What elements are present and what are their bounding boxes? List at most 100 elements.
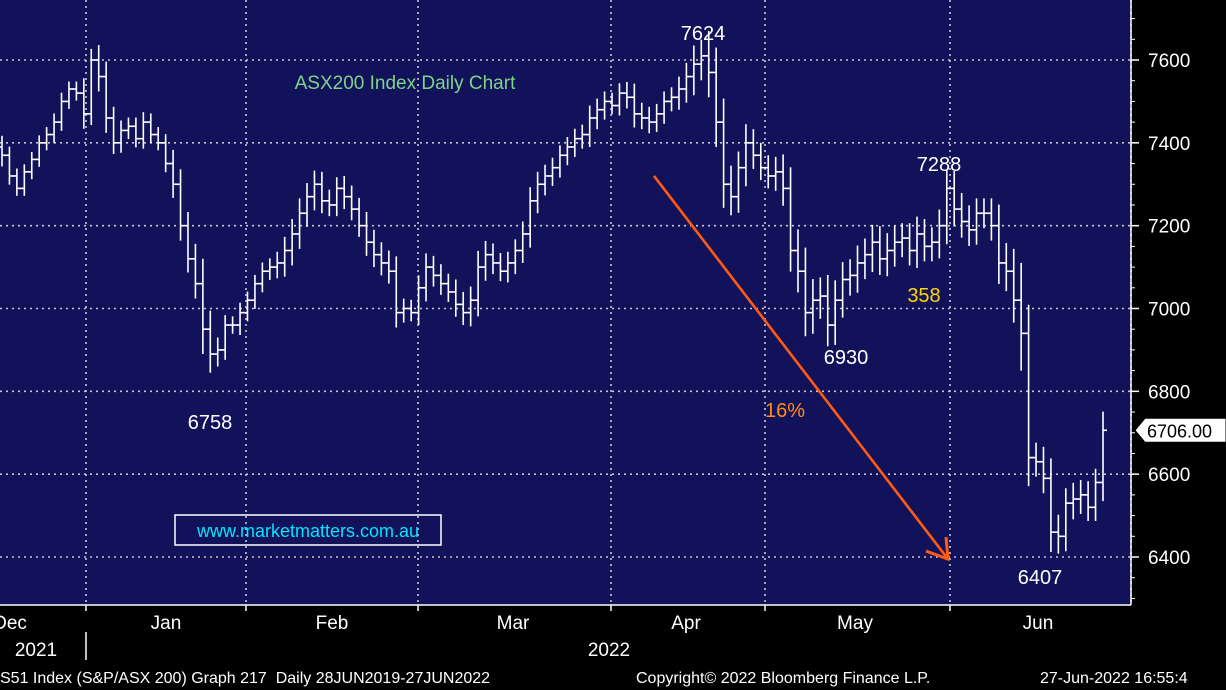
price-bar <box>846 259 855 296</box>
price-bar <box>392 256 401 328</box>
price-bar <box>1054 514 1063 554</box>
price-bar <box>35 135 44 167</box>
price-bar <box>950 170 959 227</box>
price-bar <box>42 127 51 151</box>
price-bar <box>697 39 706 81</box>
price-bar <box>689 45 698 96</box>
price-bar <box>957 192 966 238</box>
price-bar <box>816 277 825 319</box>
price-bar <box>719 98 728 208</box>
price-bars <box>0 31 1107 554</box>
price-bar <box>481 240 490 281</box>
price-bar <box>429 255 438 287</box>
footer-copyright: Copyright© 2022 Bloomberg Finance L.P. <box>636 670 930 687</box>
price-bar <box>860 238 869 280</box>
y-tick-label: 6600 <box>1148 465 1190 486</box>
price-bar <box>622 81 631 109</box>
x-month-label: Dec <box>0 613 27 634</box>
price-bar <box>176 169 185 241</box>
price-bar <box>1032 442 1041 477</box>
price-bar <box>831 280 840 345</box>
price-bar <box>756 142 765 181</box>
price-bar <box>630 83 639 128</box>
price-bar <box>407 299 416 322</box>
price-bar <box>27 151 36 180</box>
footer-index: S51 Index (S&P/ASX 200) Graph 217 Daily … <box>0 670 490 687</box>
price-bar <box>712 47 721 147</box>
price-bar <box>526 187 535 248</box>
annotation-label: 6930 <box>824 347 869 369</box>
price-bar <box>1099 411 1107 502</box>
price-bar <box>533 171 542 214</box>
price-bar <box>0 135 6 167</box>
price-bar <box>496 253 505 282</box>
y-tick-label: 7400 <box>1148 134 1190 155</box>
x-year-label: 2022 <box>588 640 630 661</box>
price-bar <box>87 48 96 126</box>
price-bar <box>280 236 289 277</box>
annotation-label: 16% <box>765 400 805 422</box>
price-bar <box>578 124 587 149</box>
price-bar <box>317 171 326 214</box>
price-bar <box>422 253 431 302</box>
price-bar <box>1084 481 1093 521</box>
x-month-label: Mar <box>497 613 530 634</box>
price-bar <box>250 274 259 309</box>
price-bar <box>808 279 817 334</box>
price-bar <box>682 62 691 103</box>
y-tick-label: 6800 <box>1148 382 1190 403</box>
price-bar <box>660 91 669 124</box>
price-bar <box>734 151 743 213</box>
price-bar <box>414 275 423 326</box>
price-bar <box>913 216 922 268</box>
price-bar <box>883 233 892 277</box>
price-bar <box>779 154 788 206</box>
price-bar <box>332 177 341 217</box>
price-bar <box>146 113 155 144</box>
price-bar <box>12 168 21 196</box>
price-bar <box>347 185 356 221</box>
price-bar <box>764 155 773 189</box>
price-bar <box>340 175 349 210</box>
annotation-label: 7288 <box>917 154 962 176</box>
price-bar <box>1091 468 1100 521</box>
price-bar <box>994 204 1003 285</box>
price-bar <box>5 146 14 185</box>
axes: 6400 6600 6800 7000 7200 7400 7600 Dec Jan Feb Mar… <box>0 0 1226 661</box>
price-bar <box>1061 488 1070 552</box>
price-bar <box>749 129 758 169</box>
price-bar <box>771 156 780 191</box>
chart-title: ASX200 Index Daily Chart <box>295 73 516 94</box>
price-bar <box>161 134 170 173</box>
price-bar <box>79 78 88 129</box>
price-bar <box>459 291 468 326</box>
price-bar <box>608 92 617 115</box>
price-bar <box>935 209 944 259</box>
price-bar <box>369 229 378 268</box>
price-bar <box>50 113 59 144</box>
price-bar <box>139 112 148 149</box>
x-month-label: May <box>837 613 873 634</box>
last-price-tag <box>1134 417 1226 443</box>
price-bar <box>727 165 736 216</box>
price-bar <box>875 226 884 275</box>
price-bar <box>183 211 192 273</box>
price-bar <box>987 198 996 241</box>
price-bar <box>570 128 579 157</box>
price-bar <box>243 291 252 322</box>
annotation-label: 6758 <box>188 412 233 434</box>
x-year-label: 2021 <box>15 640 57 661</box>
price-bar <box>325 189 334 217</box>
price-bar <box>362 211 371 256</box>
price-bar <box>972 198 981 245</box>
price-bar <box>920 219 929 262</box>
price-bar <box>436 264 445 295</box>
price-bar <box>563 137 572 166</box>
x-month-label: Apr <box>671 613 701 634</box>
annotations: 7624 7288 6758 6930 6407 358 16% <box>188 23 1063 589</box>
trend-arrow-line <box>652 175 950 560</box>
price-bar <box>117 120 126 153</box>
price-bar <box>303 183 312 227</box>
price-bar <box>236 302 245 336</box>
annotation-label: 358 <box>907 285 940 307</box>
